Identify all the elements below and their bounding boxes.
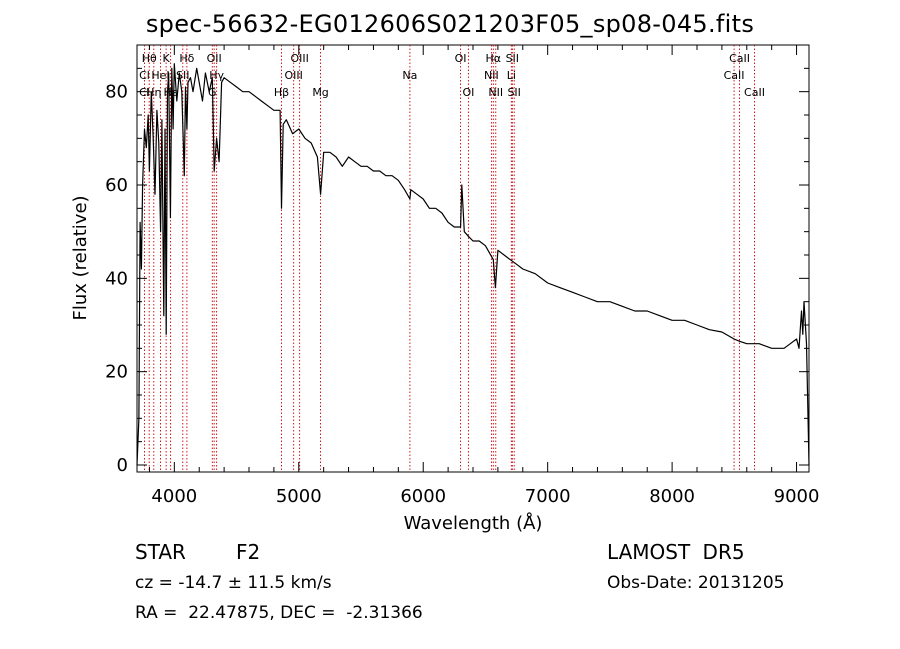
line-annotation-label: Hβ <box>274 86 289 99</box>
coordinates: RA = 22.47875, DEC = -2.31366 <box>135 603 423 623</box>
line-annotation-label: Hη <box>146 86 161 99</box>
x-tick-label: 5000 <box>276 486 322 507</box>
line-annotation-label: HeI <box>151 69 169 82</box>
x-tick-label: 9000 <box>774 486 820 507</box>
line-annotation-label: NII <box>488 86 503 99</box>
line-annotation-label: OII <box>207 52 222 65</box>
observation-date: Obs-Date: 20131205 <box>607 573 785 593</box>
line-annotation-label: OI <box>462 86 474 99</box>
line-annotation-label: Cl <box>139 69 150 82</box>
y-axis-label: Flux (relative) <box>70 195 91 320</box>
survey-name: LAMOST DR5 <box>607 540 745 564</box>
line-annotation-label: Hγ <box>209 69 224 82</box>
line-annotation-label: SII <box>507 86 520 99</box>
line-annotation-label: Li <box>507 69 516 82</box>
y-tick-label: 80 <box>105 82 128 103</box>
redshift-cz: cz = -14.7 ± 11.5 km/s <box>135 573 332 593</box>
x-tick-label: 8000 <box>649 486 695 507</box>
line-annotation-label: Na <box>402 69 417 82</box>
line-annotation-label: Hα <box>486 52 502 65</box>
line-annotation-label: OIII <box>284 69 302 82</box>
y-tick-label: 60 <box>105 175 128 196</box>
spectrum-line <box>136 63 810 466</box>
x-tick-label: 6000 <box>400 486 446 507</box>
line-annotation-label: Cl <box>139 86 150 99</box>
line-annotation-label: K <box>163 52 171 65</box>
chart-title: spec-56632-EG012606S021203F05_sp08-045.f… <box>145 10 755 38</box>
y-tick-label: 40 <box>105 268 128 289</box>
x-axis-ticks: 4000 5000 6000 7000 8000 9000 <box>148 45 820 507</box>
line-annotation-label: Hδ <box>179 52 194 65</box>
x-tick-label: 7000 <box>525 486 571 507</box>
spectral-class: STAR <box>135 540 186 564</box>
line-annotation-label: OI <box>455 52 467 65</box>
spectral-subclass: F2 <box>236 540 261 564</box>
x-axis-label: Wavelength (Å) <box>404 512 543 534</box>
line-markers <box>144 45 755 472</box>
y-tick-label: 20 <box>105 362 128 383</box>
y-axis-ticks: 0 20 40 60 80 <box>105 67 809 476</box>
plot-frame <box>136 44 810 473</box>
line-annotation-label: SII <box>176 69 189 82</box>
y-tick-label: 0 <box>117 455 128 476</box>
line-annotation-label: SII <box>506 52 519 65</box>
line-annotation-label: OIII <box>290 52 308 65</box>
line-annotation-label: Hθ <box>142 52 157 65</box>
line-annotation-label: NII <box>484 69 499 82</box>
x-tick-label: 4000 <box>151 486 197 507</box>
line-annotation-label: CaII <box>724 69 745 82</box>
line-annotation-label: CaII <box>729 52 750 65</box>
line-annotation-label: CaII <box>744 86 765 99</box>
line-annotation-label: Mg <box>312 86 328 99</box>
